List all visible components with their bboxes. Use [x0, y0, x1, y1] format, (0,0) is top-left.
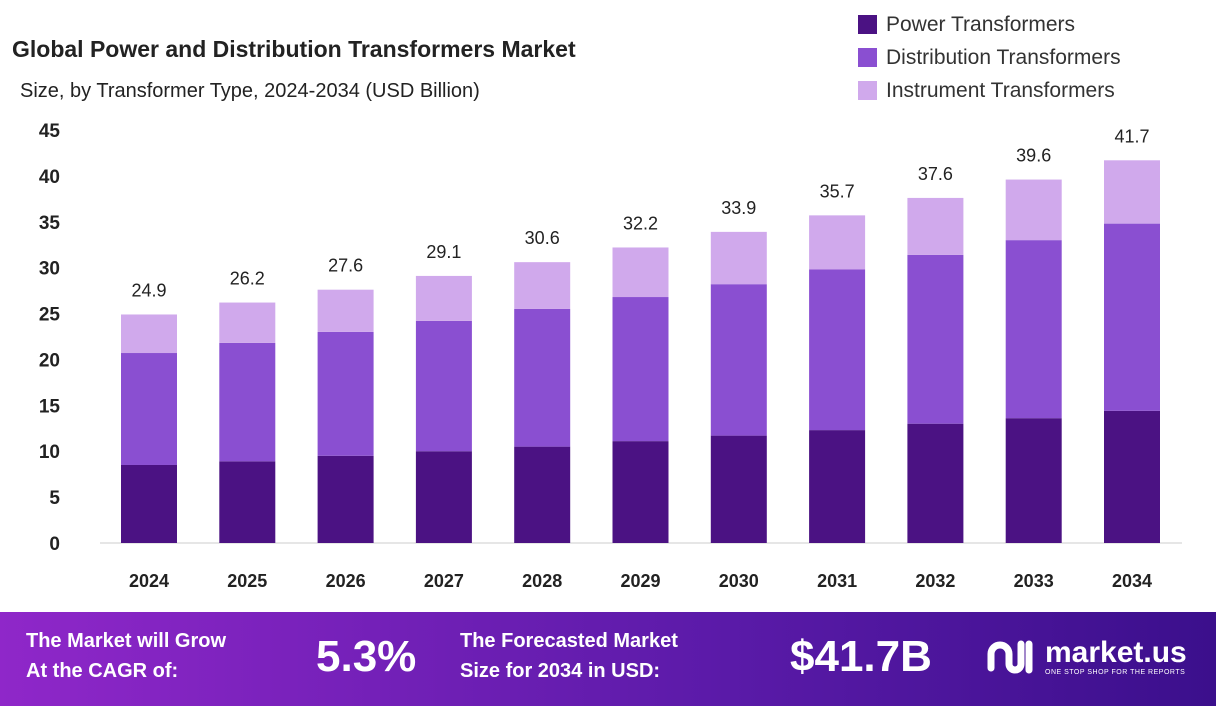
logo-icon	[987, 640, 1033, 674]
x-tick-label: 2030	[719, 571, 759, 591]
cagr-value: 5.3%	[316, 632, 417, 681]
data-label: 24.9	[131, 280, 166, 300]
bar-segment	[317, 331, 374, 456]
y-tick-label: 0	[49, 534, 60, 555]
x-tick-label: 2033	[1014, 571, 1054, 591]
chart: 05101520253035404524.9202426.2202527.620…	[39, 121, 1182, 591]
x-tick-label: 2034	[1112, 571, 1152, 591]
bar-segment	[907, 423, 964, 543]
bar-segment	[415, 320, 472, 452]
forecast-value: $41.7B	[790, 632, 932, 681]
logo-tagline: ONE STOP SHOP FOR THE REPORTS	[1045, 668, 1186, 676]
data-label: 27.6	[328, 256, 363, 276]
bar-segment	[219, 342, 276, 462]
legend: Power Transformers Distribution Transfor…	[858, 8, 1121, 107]
x-tick-label: 2032	[915, 571, 955, 591]
y-tick-label: 40	[39, 167, 60, 188]
bar-segment	[1005, 179, 1062, 241]
legend-label: Instrument Transformers	[886, 78, 1115, 102]
y-tick-label: 20	[39, 350, 60, 371]
x-tick-label: 2026	[326, 571, 366, 591]
data-label: 35.7	[820, 181, 855, 201]
chart-subtitle: Size, by Transformer Type, 2024-2034 (US…	[20, 80, 480, 102]
market-us-logo: market.us ONE STOP SHOP FOR THE REPORTS	[985, 634, 1187, 678]
x-tick-label: 2031	[817, 571, 857, 591]
bar-segment	[612, 297, 669, 442]
x-tick-label: 2027	[424, 571, 464, 591]
bar-segment	[219, 461, 276, 543]
legend-item-distribution: Distribution Transformers	[858, 41, 1121, 74]
y-tick-label: 10	[39, 442, 60, 463]
bar-segment	[809, 215, 866, 270]
legend-item-power: Power Transformers	[858, 8, 1121, 41]
forecast-label-line: Size for 2034 in USD:	[460, 660, 661, 682]
logo-name: market.us	[1045, 635, 1187, 669]
legend-label: Distribution Transformers	[886, 45, 1121, 69]
x-tick-label: 2024	[129, 571, 169, 591]
bar-segment	[1005, 418, 1062, 543]
bar-segment	[710, 231, 767, 285]
footer-banner: The Market will Grow At the CAGR of: 5.3%…	[0, 612, 1216, 706]
legend-label: Power Transformers	[886, 12, 1076, 36]
bar-segment	[1005, 240, 1062, 419]
y-tick-label: 35	[39, 213, 61, 234]
bar-segment	[1104, 410, 1160, 543]
x-tick-label: 2029	[620, 571, 660, 591]
bar-segment	[121, 464, 177, 543]
bar-segment	[710, 284, 767, 436]
bar-segment	[514, 446, 571, 543]
x-tick-label: 2028	[522, 571, 562, 591]
y-tick-label: 45	[39, 121, 61, 142]
bar-segment	[317, 455, 374, 543]
forecast-label-line: The Forecasted Market	[460, 630, 678, 652]
bar-segment	[219, 302, 276, 343]
y-tick-label: 25	[39, 305, 61, 326]
chart-title: Global Power and Distribution Transforme…	[12, 36, 576, 62]
data-label: 30.6	[525, 228, 560, 248]
bar-segment	[317, 289, 374, 332]
bar-segment	[809, 269, 866, 431]
data-label: 26.2	[230, 269, 265, 289]
bar-segment	[415, 275, 472, 321]
legend-swatch	[858, 48, 877, 67]
data-label: 41.7	[1114, 126, 1149, 146]
bar-segment	[907, 254, 964, 424]
cagr-label-line: At the CAGR of:	[26, 660, 179, 682]
bar-segment	[612, 441, 669, 543]
data-label: 32.2	[623, 213, 658, 233]
legend-item-instrument: Instrument Transformers	[858, 74, 1121, 107]
bar-segment	[514, 308, 571, 447]
legend-swatch	[858, 15, 877, 34]
bar-segment	[121, 353, 177, 465]
y-tick-label: 5	[49, 488, 60, 509]
legend-swatch	[858, 81, 877, 100]
bar-segment	[612, 247, 669, 298]
bar-segment	[415, 451, 472, 543]
y-tick-label: 15	[39, 396, 61, 417]
y-tick-label: 30	[39, 259, 60, 280]
data-label: 29.1	[426, 242, 461, 262]
bar-segment	[1104, 223, 1160, 411]
forecast-label: The Forecasted Market Size for 2034 in US…	[460, 626, 678, 686]
bar-segment	[710, 435, 767, 543]
bar-segment	[907, 197, 964, 255]
data-label: 37.6	[918, 164, 953, 184]
data-label: 39.6	[1016, 146, 1051, 166]
bar-segment	[809, 430, 866, 543]
bar-segment	[121, 314, 177, 354]
x-tick-label: 2025	[227, 571, 267, 591]
data-label: 33.9	[721, 198, 756, 218]
bar-segment	[1104, 160, 1160, 224]
cagr-label: The Market will Grow At the CAGR of:	[26, 626, 226, 686]
bar-segment	[514, 262, 571, 309]
cagr-label-line: The Market will Grow	[26, 630, 227, 652]
